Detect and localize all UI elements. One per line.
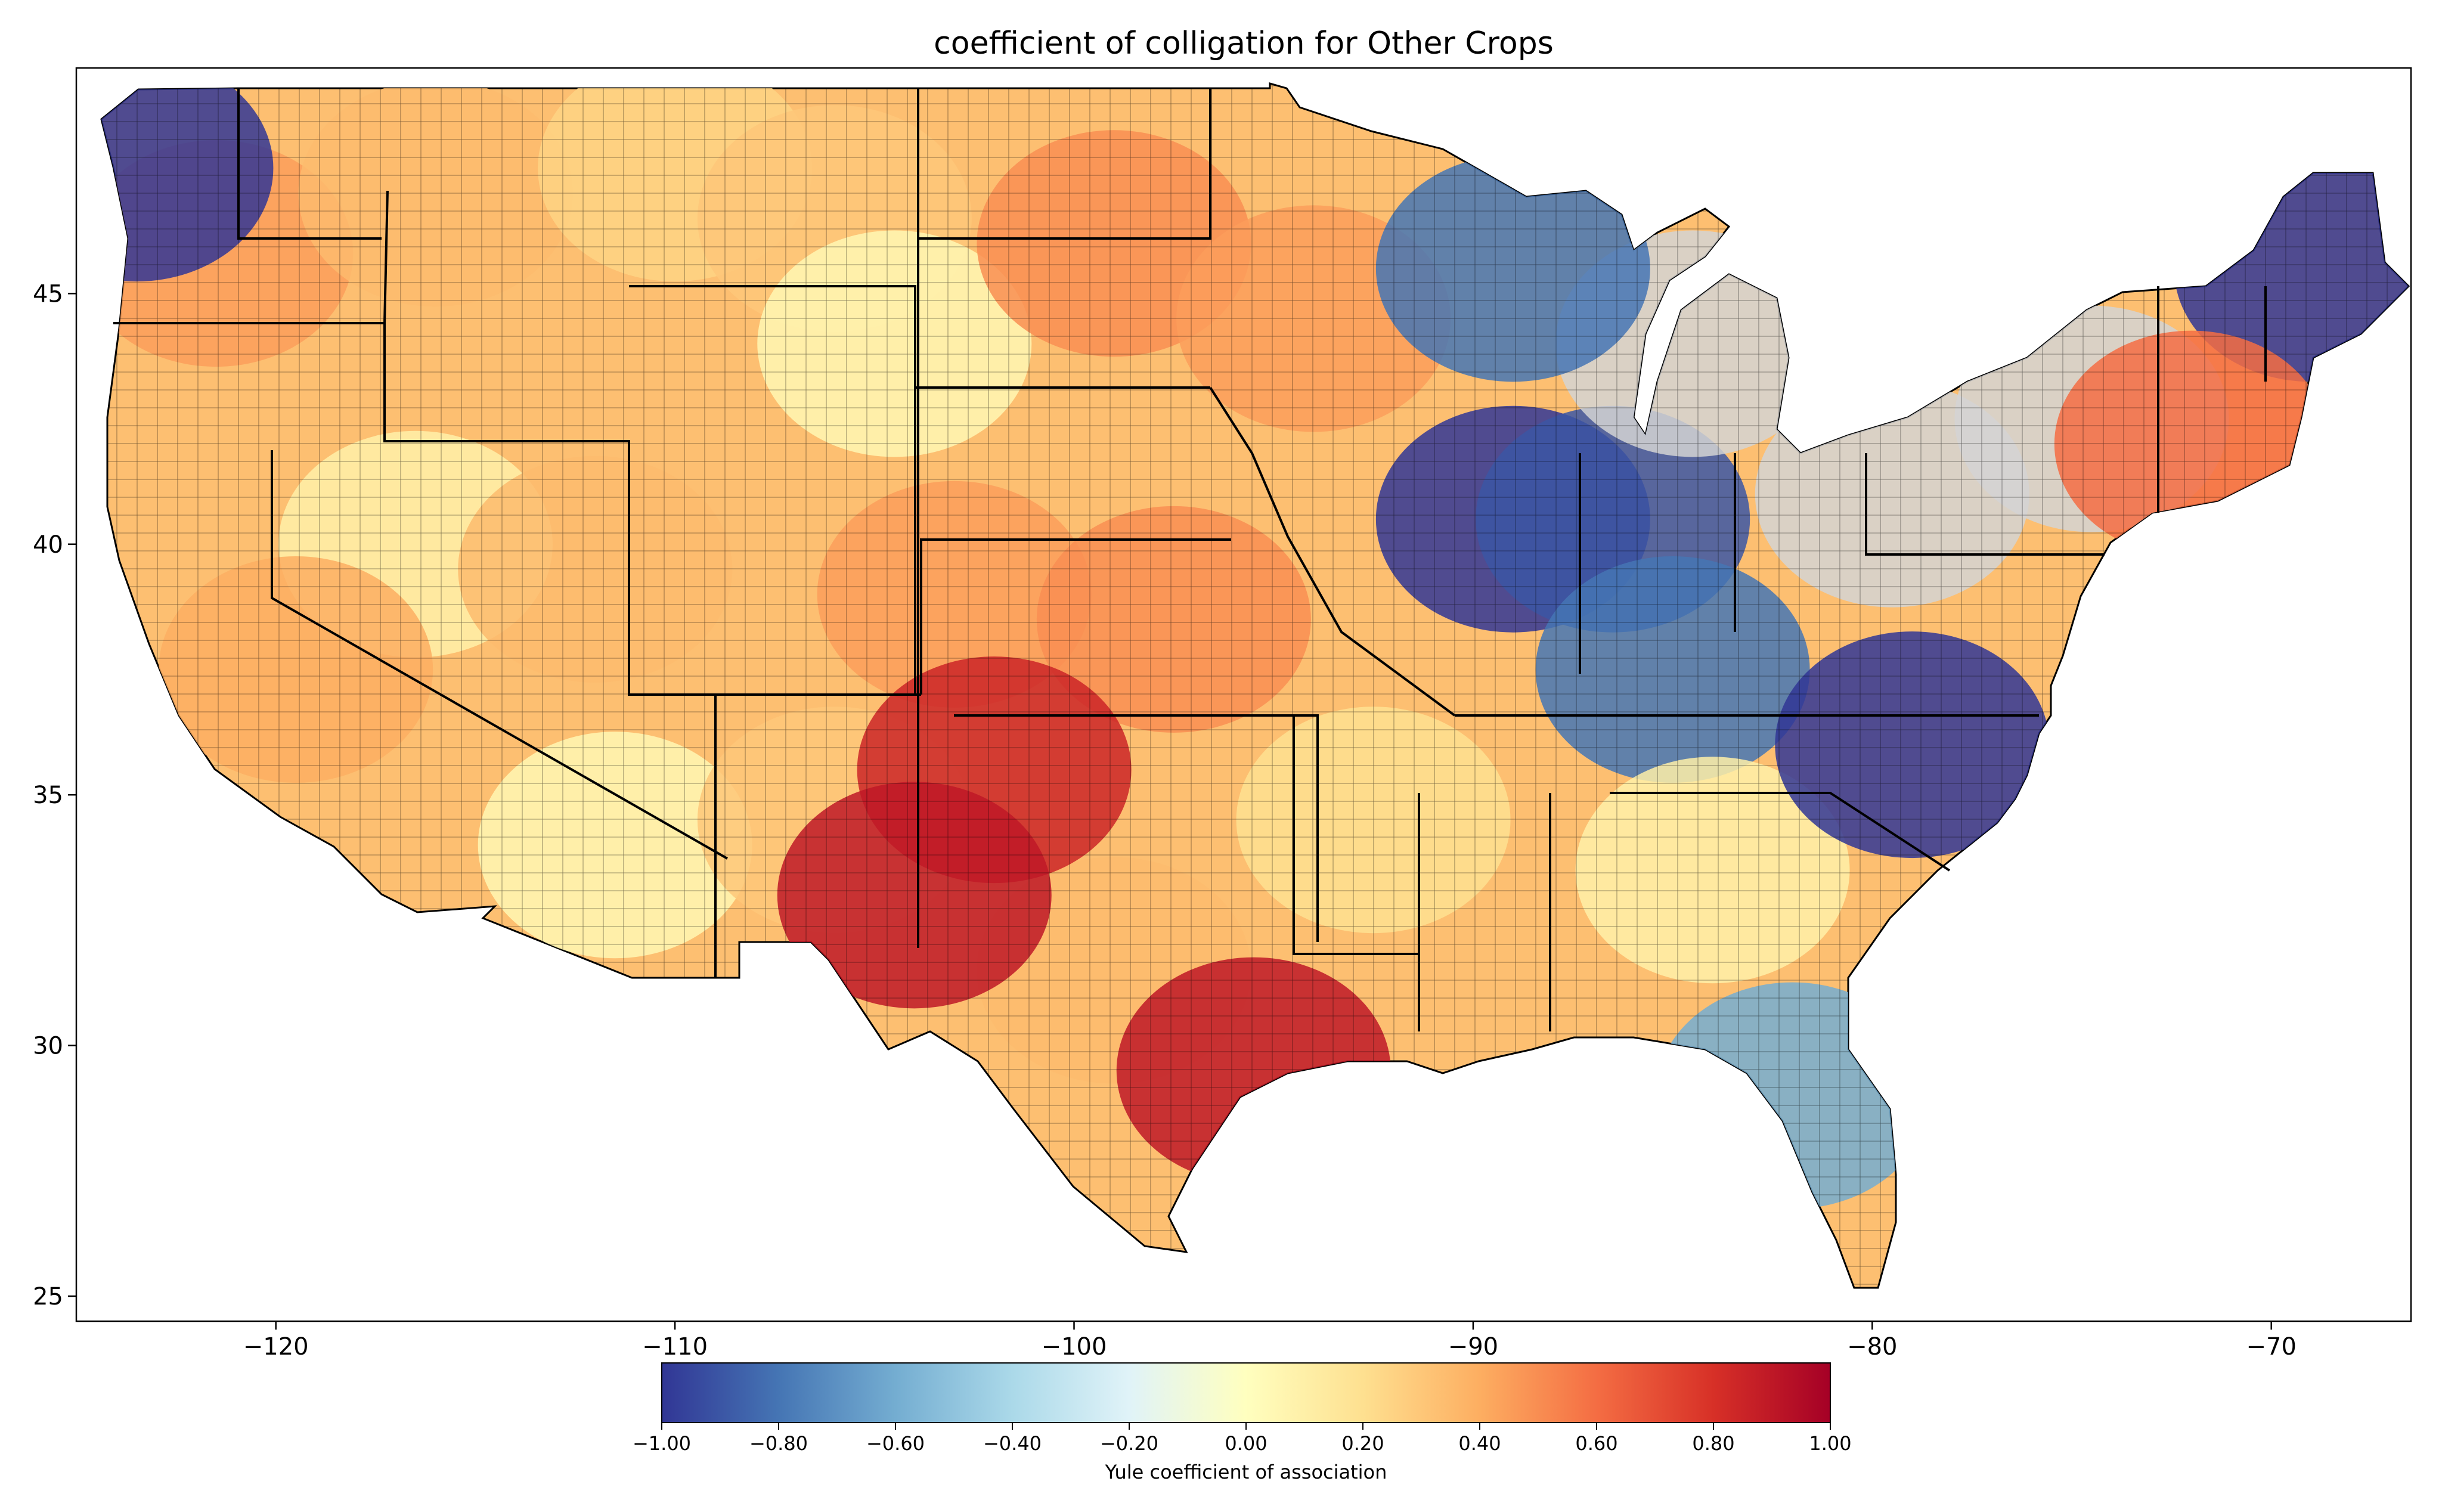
x-tick-label: −80: [1847, 1333, 1897, 1361]
colorbar-tick-label: −1.00: [633, 1432, 691, 1455]
colorbar-tick-label: −0.60: [866, 1432, 925, 1455]
colorbar-tick-label: 0.00: [1225, 1432, 1267, 1455]
region-field: [159, 556, 433, 783]
y-tick-label: 35: [33, 782, 63, 809]
y-tick-label: 25: [33, 1283, 63, 1310]
region-field: [458, 456, 733, 683]
state-borders: [113, 88, 2267, 1031]
colorbar-tick-label: −0.40: [983, 1432, 1042, 1455]
y-axis: 25 30 35 40 45: [33, 280, 76, 1310]
x-tick-label: −110: [642, 1333, 708, 1361]
region-field: [478, 732, 752, 959]
colorbar: −1.00 −0.80 −0.60 −0.40 −0.20 0.00 0.20 0.40 0.6…: [633, 1362, 1852, 1483]
colorbar-tick-label: 0.20: [1341, 1432, 1384, 1455]
chart-title: coefficient of colligation for Other Cro…: [934, 26, 1554, 61]
region-field: [1375, 155, 1650, 382]
x-tick-label: −70: [2246, 1333, 2296, 1361]
region-field: [777, 782, 1052, 1009]
colorbar-tick-label: −0.20: [1100, 1432, 1158, 1455]
colorbar-ticks: −1.00 −0.80 −0.60 −0.40 −0.20 0.00 0.20 0.40 0.6…: [633, 1423, 1852, 1455]
colorbar-tick-label: 0.40: [1458, 1432, 1501, 1455]
y-tick-label: 40: [33, 531, 63, 559]
map-axes: −120 −110 −100 −90 −80 −70 25 30 35 40 45: [33, 67, 2412, 1361]
x-tick-label: −100: [1042, 1333, 1107, 1361]
region-field: [817, 481, 1092, 708]
colorbar-label: Yule coefficient of association: [1105, 1461, 1387, 1483]
colorbar-tick-label: 0.80: [1692, 1432, 1734, 1455]
colorbar-gradient: [661, 1362, 1831, 1423]
region-field: [1535, 556, 1810, 783]
y-tick-label: 30: [33, 1033, 63, 1060]
axes-frame: [75, 67, 2412, 1322]
y-tick-label: 45: [33, 280, 63, 308]
border-lines: [113, 88, 2267, 1031]
colorbar-tick-label: −0.80: [749, 1432, 808, 1455]
region-field: [101, 83, 274, 282]
region-field: [1236, 707, 1511, 934]
x-tick-label: −90: [1448, 1333, 1498, 1361]
x-axis: −120 −110 −100 −90 −80 −70: [243, 1321, 2297, 1361]
map-layer: [100, 82, 2410, 1289]
colorbar-tick-label: 0.60: [1575, 1432, 1617, 1455]
x-tick-label: −120: [243, 1333, 309, 1361]
colorbar-tick-label: 1.00: [1809, 1432, 1851, 1455]
